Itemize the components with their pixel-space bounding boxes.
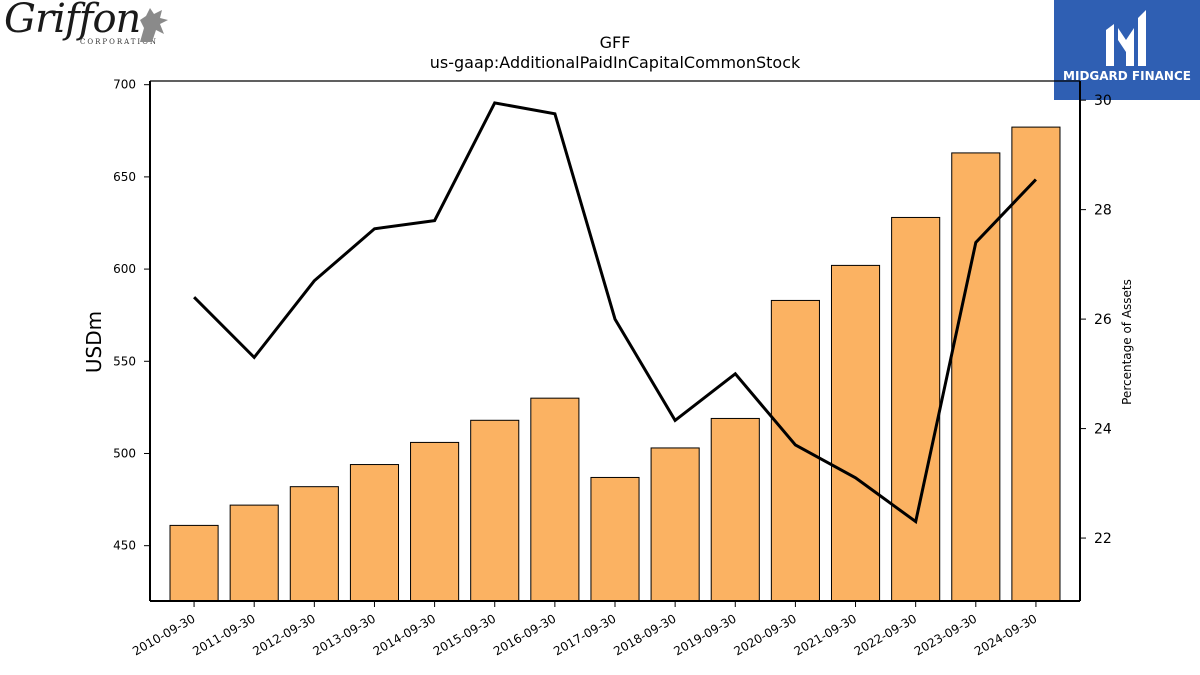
y2-tick-label: 30 xyxy=(1094,93,1112,109)
midgard-m-icon xyxy=(1106,10,1146,66)
y-tick-label: 650 xyxy=(113,170,136,184)
bar xyxy=(710,417,760,602)
bar xyxy=(410,441,460,602)
y-tick-label: 600 xyxy=(113,262,136,276)
bar xyxy=(530,397,580,602)
x-tick-label: 2012-09-30 xyxy=(250,611,317,658)
y-tick-label: 500 xyxy=(113,446,136,460)
midgard-finance-logo: MIDGARD FINANCE xyxy=(1054,0,1200,100)
y-tick-label: 450 xyxy=(113,539,136,553)
bar xyxy=(891,216,941,602)
chart-title: GFF xyxy=(600,33,631,52)
y2-tick-label: 26 xyxy=(1094,312,1112,328)
x-tick-label: 2021-09-30 xyxy=(792,611,859,658)
griffin-icon xyxy=(140,8,168,42)
x-tick-label: 2020-09-30 xyxy=(731,611,798,658)
y2-tick-label: 28 xyxy=(1094,203,1112,219)
x-tick-label: 2010-09-30 xyxy=(130,611,197,658)
x-tick-label: 2017-09-30 xyxy=(551,611,618,658)
bar xyxy=(951,152,1001,602)
griffon-logo: Griffon CORPORATION xyxy=(4,0,174,48)
x-tick-label: 2011-09-30 xyxy=(190,611,257,658)
bar xyxy=(1011,126,1061,602)
bar xyxy=(590,476,640,602)
bar xyxy=(169,524,219,602)
bar xyxy=(229,504,279,602)
chart-subtitle: us-gaap:AdditionalPaidInCapitalCommonSto… xyxy=(430,53,801,72)
griffon-wordmark: Griffon xyxy=(4,0,141,42)
griffon-subtitle: CORPORATION xyxy=(80,38,159,46)
y2-axis-label: Percentage of Assets xyxy=(1120,279,1134,405)
x-tick-label: 2019-09-30 xyxy=(671,611,738,658)
x-tick-label: 2014-09-30 xyxy=(371,611,438,658)
y-tick-label: 550 xyxy=(113,354,136,368)
x-tick-label: 2022-09-30 xyxy=(852,611,919,658)
bar xyxy=(650,447,700,602)
x-tick-label: 2013-09-30 xyxy=(311,611,378,658)
bar xyxy=(349,464,400,602)
x-tick-label: 2015-09-30 xyxy=(431,611,498,658)
bar xyxy=(289,486,339,602)
x-tick-label: 2024-09-30 xyxy=(972,611,1039,658)
y-axis-label: USDm xyxy=(82,311,106,373)
x-tick-label: 2018-09-30 xyxy=(611,611,678,658)
x-tick-label: 2016-09-30 xyxy=(491,611,558,658)
line-path xyxy=(193,101,1037,525)
y2-tick-label: 22 xyxy=(1094,531,1112,547)
x-tick-label: 2023-09-30 xyxy=(912,611,979,658)
midgard-finance-name: MIDGARD FINANCE xyxy=(1063,69,1191,83)
bar xyxy=(830,264,881,602)
bar xyxy=(470,419,520,602)
y2-tick-label: 24 xyxy=(1094,422,1112,438)
bar-series xyxy=(169,126,1061,602)
y-tick-label: 700 xyxy=(113,78,136,92)
line-series xyxy=(193,101,1037,525)
bar xyxy=(770,299,820,602)
